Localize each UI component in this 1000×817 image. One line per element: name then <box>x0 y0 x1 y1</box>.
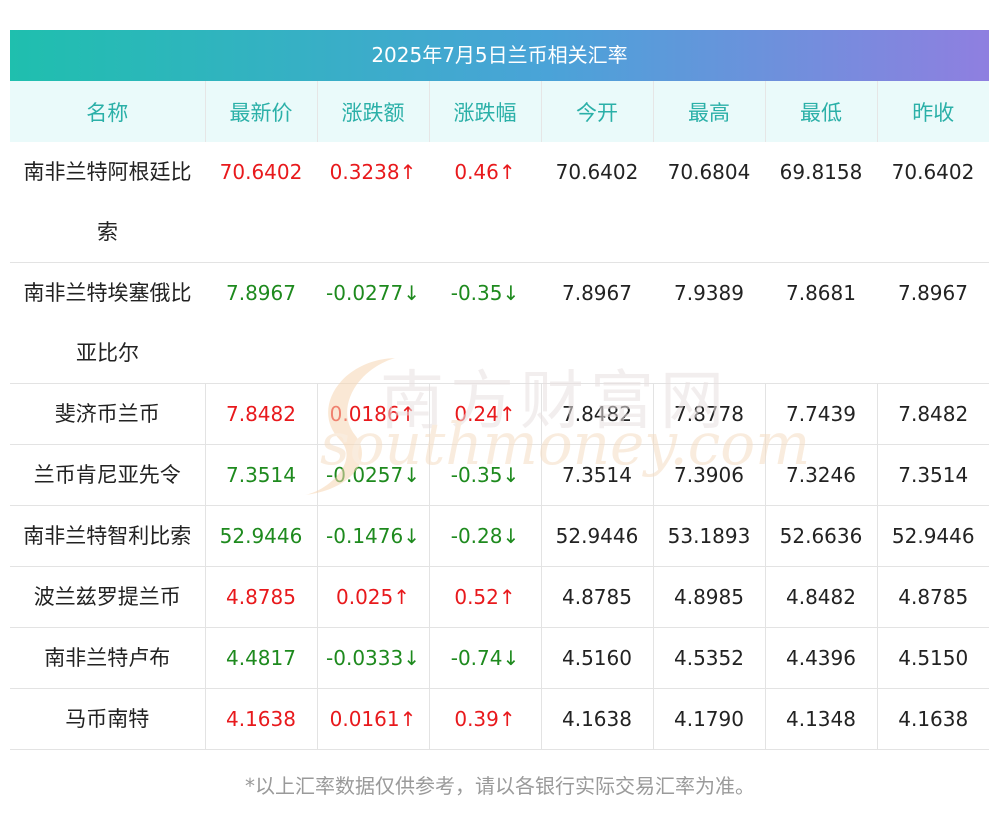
change-value: -0.0257↓ <box>317 444 430 506</box>
high-value: 7.8778 <box>653 383 766 445</box>
disclaimer-note: *以上汇率数据仅供参考，请以各银行实际交易汇率为准。 <box>245 774 755 798</box>
latest-value: 52.9446 <box>205 505 318 567</box>
latest-value: 7.8967 <box>205 262 317 384</box>
latest-value: 7.3514 <box>205 444 318 506</box>
latest-value: 4.1638 <box>205 688 318 750</box>
high-value: 4.8985 <box>653 566 766 628</box>
open-value: 70.6402 <box>541 142 653 263</box>
currency-pair-name-line: 南非兰特阿根廷比 <box>23 160 192 184</box>
low-value: 4.4396 <box>765 627 878 689</box>
low-value: 52.6636 <box>765 505 878 567</box>
pct-value: 0.46↑ <box>429 142 541 263</box>
currency-pair-name: 南非兰特埃塞俄比 亚比尔 <box>10 262 205 384</box>
currency-pair-name: 马币南特 <box>10 688 206 750</box>
high-value: 7.9389 <box>653 262 765 384</box>
change-value: -0.0333↓ <box>317 627 430 689</box>
open-value: 7.8967 <box>541 262 653 384</box>
pct-value: 0.39↑ <box>429 688 542 750</box>
column-header-change: 涨跌额 <box>317 81 430 142</box>
change-value: 0.0161↑ <box>317 688 430 750</box>
table-row: 斐济币兰币 7.8482 0.0186↑ 0.24↑ 7.8482 7.8778 7.743… <box>10 383 989 445</box>
column-header-high: 最高 <box>653 81 766 142</box>
currency-pair-name: 兰币肯尼亚先令 <box>10 444 206 506</box>
currency-pair-name-line: 索 <box>97 220 118 244</box>
prev-value: 4.8785 <box>877 566 989 628</box>
prev-value: 52.9446 <box>877 505 989 567</box>
latest-value: 4.8785 <box>205 566 318 628</box>
latest-value: 4.4817 <box>205 627 318 689</box>
column-header-pct: 涨跌幅 <box>429 81 542 142</box>
latest-value: 70.6402 <box>205 142 317 263</box>
table-row: 南非兰特智利比索 52.9446 -0.1476↓ -0.28↓ 52.9446 53.1… <box>10 505 989 567</box>
table-row: 南非兰特卢布 4.4817 -0.0333↓ -0.74↓ 4.5160 4.5352 4.… <box>10 627 989 689</box>
currency-pair-name: 波兰兹罗提兰币 <box>10 566 206 628</box>
currency-pair-name: 南非兰特智利比索 <box>10 505 206 567</box>
table-row: 波兰兹罗提兰币 4.8785 0.025↑ 0.52↑ 4.8785 4.8985 4.84… <box>10 566 989 628</box>
low-value: 4.1348 <box>765 688 878 750</box>
column-header-prev: 昨收 <box>877 81 989 142</box>
table-row: 兰币肯尼亚先令 7.3514 -0.0257↓ -0.35↓ 7.3514 7.3906 7… <box>10 444 989 506</box>
low-value: 7.8681 <box>765 262 877 384</box>
change-value: 0.0186↑ <box>317 383 430 445</box>
open-value: 4.1638 <box>541 688 654 750</box>
low-value: 7.3246 <box>765 444 878 506</box>
column-header-low: 最低 <box>765 81 878 142</box>
open-value: 4.8785 <box>541 566 654 628</box>
column-header-open: 今开 <box>541 81 654 142</box>
header-row: 名称 最新价 涨跌额 涨跌幅 今开 最高 最低 昨收 <box>10 81 989 142</box>
change-value: -0.1476↓ <box>317 505 430 567</box>
currency-pair-name: 南非兰特卢布 <box>10 627 206 689</box>
low-value: 4.8482 <box>765 566 878 628</box>
prev-value: 4.1638 <box>877 688 989 750</box>
currency-pair-name: 南非兰特阿根廷比索 <box>10 142 205 263</box>
change-value: -0.0277↓ <box>317 262 429 384</box>
change-value: 0.025↑ <box>317 566 430 628</box>
currency-pair-name: 斐济币兰币 <box>10 383 206 445</box>
prev-value: 7.3514 <box>877 444 989 506</box>
high-value: 4.1790 <box>653 688 766 750</box>
exchange-rate-table: 名称 最新价 涨跌额 涨跌幅 今开 最高 最低 昨收 南非兰特阿根廷比索 70.6… <box>10 81 989 750</box>
open-value: 52.9446 <box>541 505 654 567</box>
prev-value: 7.8482 <box>877 383 989 445</box>
high-value: 4.5352 <box>653 627 766 689</box>
low-value: 7.7439 <box>765 383 878 445</box>
change-value: 0.3238↑ <box>317 142 429 263</box>
latest-value: 7.8482 <box>205 383 318 445</box>
table-body: 南非兰特阿根廷比索 70.6402 0.3238↑ 0.46↑ 70.6402 70.68… <box>10 142 989 750</box>
high-value: 53.1893 <box>653 505 766 567</box>
prev-value: 70.6402 <box>877 142 989 263</box>
pct-value: 0.24↑ <box>429 383 542 445</box>
open-value: 7.3514 <box>541 444 654 506</box>
column-header-latest: 最新价 <box>205 81 318 142</box>
currency-pair-name-line: 南非兰特埃塞俄比 <box>23 281 192 305</box>
table-row: 南非兰特埃塞俄比 亚比尔 7.8967 -0.0277↓ -0.35↓ 7.8967 7.9… <box>10 262 989 384</box>
high-value: 7.3906 <box>653 444 766 506</box>
prev-value: 4.5150 <box>877 627 989 689</box>
high-value: 70.6804 <box>653 142 765 263</box>
open-value: 4.5160 <box>541 627 654 689</box>
pct-value: 0.52↑ <box>429 566 542 628</box>
low-value: 69.8158 <box>765 142 877 263</box>
column-header-name: 名称 <box>10 81 206 142</box>
table-row: 马币南特 4.1638 0.0161↑ 0.39↑ 4.1638 4.1790 4.1348… <box>10 688 989 750</box>
prev-value: 7.8967 <box>877 262 989 384</box>
open-value: 7.8482 <box>541 383 654 445</box>
table-row: 南非兰特阿根廷比索 70.6402 0.3238↑ 0.46↑ 70.6402 70.68… <box>10 142 989 263</box>
currency-pair-name-line: 亚比尔 <box>76 341 139 365</box>
table-title: 2025年7月5日兰币相关汇率 <box>10 30 989 81</box>
pct-value: -0.35↓ <box>429 262 541 384</box>
pct-value: -0.35↓ <box>429 444 542 506</box>
pct-value: -0.74↓ <box>429 627 542 689</box>
rate-table-card: 2025年7月5日兰币相关汇率 名称 最新价 涨跌额 涨跌幅 今开 最高 最低 … <box>10 30 989 750</box>
pct-value: -0.28↓ <box>429 505 542 567</box>
